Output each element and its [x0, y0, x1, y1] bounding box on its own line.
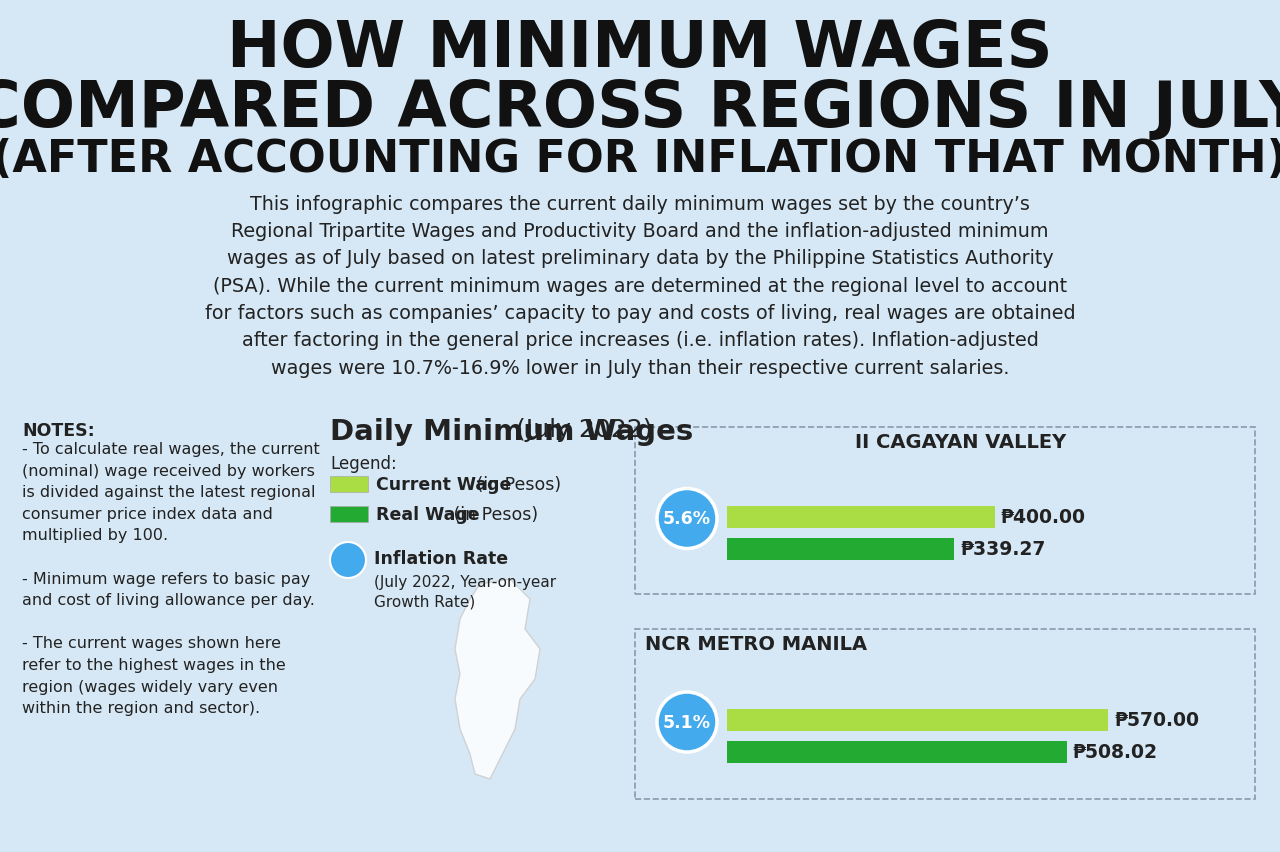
Text: NOTES:: NOTES:	[22, 422, 95, 440]
Text: COMPARED ACROSS REGIONS IN JULY: COMPARED ACROSS REGIONS IN JULY	[0, 78, 1280, 140]
Text: Legend:: Legend:	[330, 454, 397, 473]
FancyBboxPatch shape	[330, 506, 369, 522]
Text: (July 2022): (July 2022)	[508, 417, 653, 441]
Circle shape	[657, 692, 717, 752]
Text: (July 2022, Year-on-year
Growth Rate): (July 2022, Year-on-year Growth Rate)	[374, 574, 556, 609]
Text: Current Wage: Current Wage	[376, 475, 512, 493]
Circle shape	[330, 543, 366, 579]
Text: ₱570.00: ₱570.00	[1114, 711, 1199, 729]
Text: Inflation Rate: Inflation Rate	[374, 550, 508, 567]
Text: - To calculate real wages, the current
(nominal) wage received by workers
is div: - To calculate real wages, the current (…	[22, 441, 320, 716]
Text: (in Pesos): (in Pesos)	[448, 505, 538, 523]
Text: HOW MINIMUM WAGES: HOW MINIMUM WAGES	[228, 18, 1052, 80]
Text: NCR METRO MANILA: NCR METRO MANILA	[645, 634, 867, 653]
Text: ₱508.02: ₱508.02	[1073, 743, 1157, 762]
FancyBboxPatch shape	[727, 538, 954, 560]
Text: 5.1%: 5.1%	[663, 713, 710, 731]
FancyBboxPatch shape	[727, 709, 1108, 731]
Text: II CAGAYAN VALLEY: II CAGAYAN VALLEY	[855, 433, 1066, 452]
FancyBboxPatch shape	[727, 741, 1066, 763]
Text: This infographic compares the current daily minimum wages set by the country’s
R: This infographic compares the current da…	[205, 195, 1075, 377]
Text: ₱400.00: ₱400.00	[1001, 508, 1085, 527]
Text: (AFTER ACCOUNTING FOR INFLATION THAT MONTH): (AFTER ACCOUNTING FOR INFLATION THAT MON…	[0, 138, 1280, 181]
Text: Daily Minimum Wages: Daily Minimum Wages	[330, 417, 694, 446]
FancyBboxPatch shape	[330, 476, 369, 492]
Text: 5.6%: 5.6%	[663, 509, 710, 528]
Text: ₱339.27: ₱339.27	[960, 539, 1046, 558]
Text: Real Wage: Real Wage	[376, 505, 480, 523]
Text: (in Pesos): (in Pesos)	[471, 475, 561, 493]
Polygon shape	[454, 579, 540, 779]
Circle shape	[657, 489, 717, 549]
FancyBboxPatch shape	[727, 506, 995, 528]
